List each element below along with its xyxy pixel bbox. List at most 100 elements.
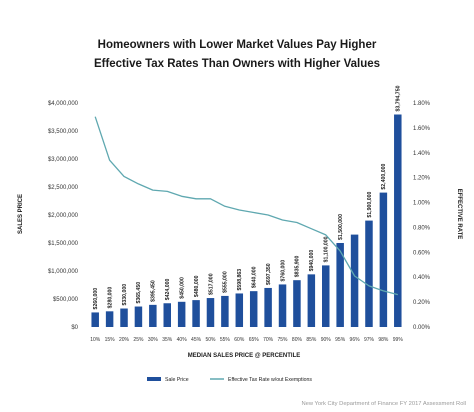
x-tick-label: 50%	[205, 337, 216, 343]
right-tick-label: 0.20%	[413, 300, 431, 306]
x-tick-label: 96%	[350, 337, 361, 343]
x-tick-label: 75%	[278, 337, 289, 343]
x-tick-label: 55%	[220, 337, 231, 343]
right-tick-label: 1.80%	[413, 101, 431, 107]
x-tick-label: 20%	[119, 337, 130, 343]
left-tick-label: $3,000,000	[48, 157, 79, 163]
x-tick-label: 30%	[148, 337, 159, 343]
bar-data-label: $395,450	[151, 280, 157, 302]
right-tick-label: 1.40%	[413, 151, 431, 157]
bar-data-label: $555,000	[223, 271, 229, 293]
bar	[307, 274, 316, 327]
right-axis-ticks: 0.00% 0.20% 0.40% 0.60% 0.80% 1.00% 1.20% 1.40%…	[413, 101, 431, 331]
bar-data-labels: $260,000 $280,000 $330,000 $365,450 $395,450…	[93, 85, 402, 309]
bar-data-label: $1,900,000	[367, 192, 373, 218]
bar-data-label: $480,000	[194, 275, 200, 297]
x-tick-label: 15%	[105, 337, 116, 343]
right-tick-label: 1.00%	[413, 201, 431, 207]
left-tick-label: $1,500,000	[48, 241, 79, 247]
bar	[221, 295, 229, 327]
bar-data-label: $365,450	[136, 282, 142, 304]
x-tick-label: 95%	[335, 337, 346, 343]
bar	[278, 284, 287, 327]
right-tick-label: 0.40%	[413, 275, 431, 281]
line-series	[94, 116, 398, 296]
bar-data-label: $3,794,750	[396, 85, 402, 111]
bar-data-label: $2,400,000	[381, 164, 387, 190]
left-tick-label: $500,000	[53, 297, 79, 303]
bar	[163, 303, 171, 327]
bar	[379, 192, 388, 327]
bar	[206, 298, 215, 327]
x-tick-label: 97%	[364, 337, 375, 343]
bar	[134, 306, 143, 327]
x-tick-label: 35%	[162, 337, 173, 343]
bar	[394, 114, 402, 327]
left-tick-label: $0	[71, 325, 78, 331]
chart-title-line1: Homeowners with Lower Market Values Pay …	[98, 39, 377, 51]
left-tick-label: $2,500,000	[48, 185, 79, 191]
left-tick-label: $1,000,000	[48, 269, 79, 275]
chart-title-line2: Effective Tax Rates Than Owners with Hig…	[94, 58, 380, 70]
bar	[192, 300, 200, 327]
bar	[177, 301, 186, 327]
legend-label-sale-price: Sale Price	[165, 377, 189, 383]
legend-label-effective-rate: Effective Tax Rate w/out Exemptions	[228, 377, 312, 383]
bar-data-label: $940,000	[309, 250, 315, 272]
x-tick-label: 80%	[292, 337, 303, 343]
left-tick-label: $3,500,000	[48, 129, 79, 135]
x-tick-label: 10%	[90, 337, 101, 343]
bar	[120, 308, 128, 327]
bar	[322, 265, 330, 327]
bar-data-label: $760,000	[280, 260, 286, 282]
bar	[293, 280, 301, 327]
bar	[336, 243, 344, 327]
y-axis-label-left: SALES PRICE	[18, 194, 24, 234]
bar-data-label: $424,000	[165, 279, 171, 301]
x-tick-label: 40%	[177, 337, 188, 343]
right-tick-label: 0.80%	[413, 225, 431, 231]
bar-data-label: $280,000	[107, 287, 113, 309]
bar-data-label: $1,500,000	[338, 214, 344, 240]
legend-swatch-sale-price	[147, 377, 161, 381]
bar	[350, 234, 359, 327]
left-tick-label: $4,000,000	[48, 101, 79, 107]
x-tick-label: 25%	[133, 337, 144, 343]
bar-data-label: $330,000	[122, 284, 128, 306]
left-tick-label: $2,000,000	[48, 213, 79, 219]
bar	[91, 312, 99, 327]
bar-data-label: $835,900	[295, 255, 301, 277]
bar-data-label: $450,000	[179, 277, 185, 299]
x-tick-label: 98%	[378, 337, 389, 343]
bar	[249, 291, 258, 327]
bar-data-label: $697,350	[266, 263, 272, 285]
x-axis-ticks: 10% 15% 20% 25% 30% 35% 40% 45% 50% 55% 60% 65% 70% 7…	[90, 337, 403, 343]
effective-rate-line	[94, 116, 398, 296]
bar	[365, 220, 373, 327]
bar-series	[91, 114, 402, 327]
right-tick-label: 1.20%	[413, 176, 431, 182]
bar-data-label: $640,000	[252, 266, 258, 288]
x-tick-label: 60%	[234, 337, 245, 343]
bar-data-label: $1,100,000	[324, 236, 330, 262]
bar	[105, 311, 114, 327]
bar-data-label: $517,000	[208, 273, 214, 295]
bar	[264, 287, 272, 327]
x-tick-label: 90%	[321, 337, 332, 343]
bar	[149, 304, 157, 327]
x-tick-label: 45%	[191, 337, 202, 343]
x-tick-label: 70%	[263, 337, 274, 343]
left-axis-ticks: $0 $500,000 $1,000,000 $1,500,000 $2,000,000…	[48, 101, 79, 331]
x-axis-label: MEDIAN SALES PRICE @ PERCENTILE	[188, 353, 301, 359]
source-note: New York City Department of Finance FY 2…	[301, 401, 466, 407]
y-axis-label-right: EFFECTIVE RATE	[456, 189, 462, 240]
legend: Sale Price Effective Tax Rate w/out Exem…	[147, 377, 312, 383]
bar-data-label: $260,000	[93, 288, 99, 310]
bar-data-label: $598,863	[237, 269, 243, 291]
bar	[235, 293, 244, 327]
right-tick-label: 1.60%	[413, 126, 431, 132]
x-tick-label: 85%	[306, 337, 317, 343]
x-tick-label: 65%	[249, 337, 260, 343]
x-tick-label: 99%	[393, 337, 404, 343]
